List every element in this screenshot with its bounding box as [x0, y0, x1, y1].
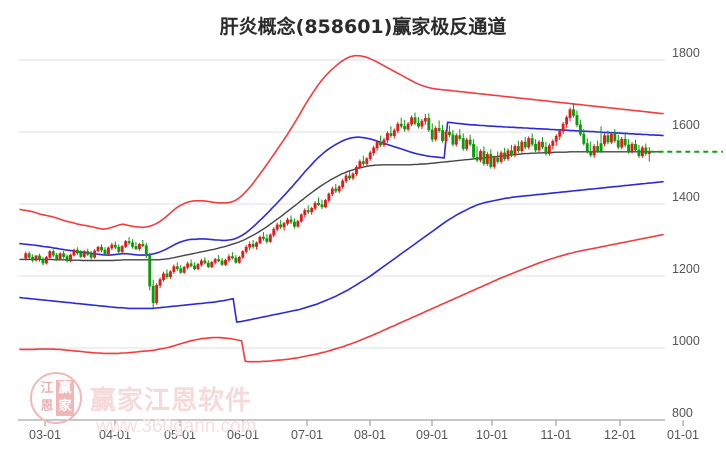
y-tick-label: 800 [672, 406, 693, 420]
channel-series [19, 54, 664, 363]
grid-lines [18, 59, 665, 421]
y-tick-label: 1200 [672, 262, 700, 276]
y-tick-label: 1600 [672, 118, 700, 132]
y-tick-label: 1800 [672, 46, 700, 60]
x-tick-label: 04-01 [99, 428, 131, 442]
page-title: 肝炎概念(858601)赢家极反通道 [219, 16, 507, 38]
x-tick-label: 08-01 [354, 428, 386, 442]
x-tick-label: 03-01 [29, 428, 61, 442]
x-tick-label: 05-01 [164, 428, 196, 442]
x-tick-label: 07-01 [291, 428, 323, 442]
x-tick-label: 12-01 [604, 428, 636, 442]
x-tick-label: 01-01 [667, 428, 699, 442]
y-tick-label: 1400 [672, 190, 700, 204]
x-tick-label: 06-01 [227, 428, 259, 442]
x-tick-label: 09-01 [416, 428, 448, 442]
x-tick-label: 11-01 [540, 428, 572, 442]
candlestick-series [24, 103, 651, 308]
axis-lines [18, 419, 684, 426]
y-tick-label: 1000 [672, 334, 700, 348]
x-tick-label: 10-01 [476, 428, 508, 442]
